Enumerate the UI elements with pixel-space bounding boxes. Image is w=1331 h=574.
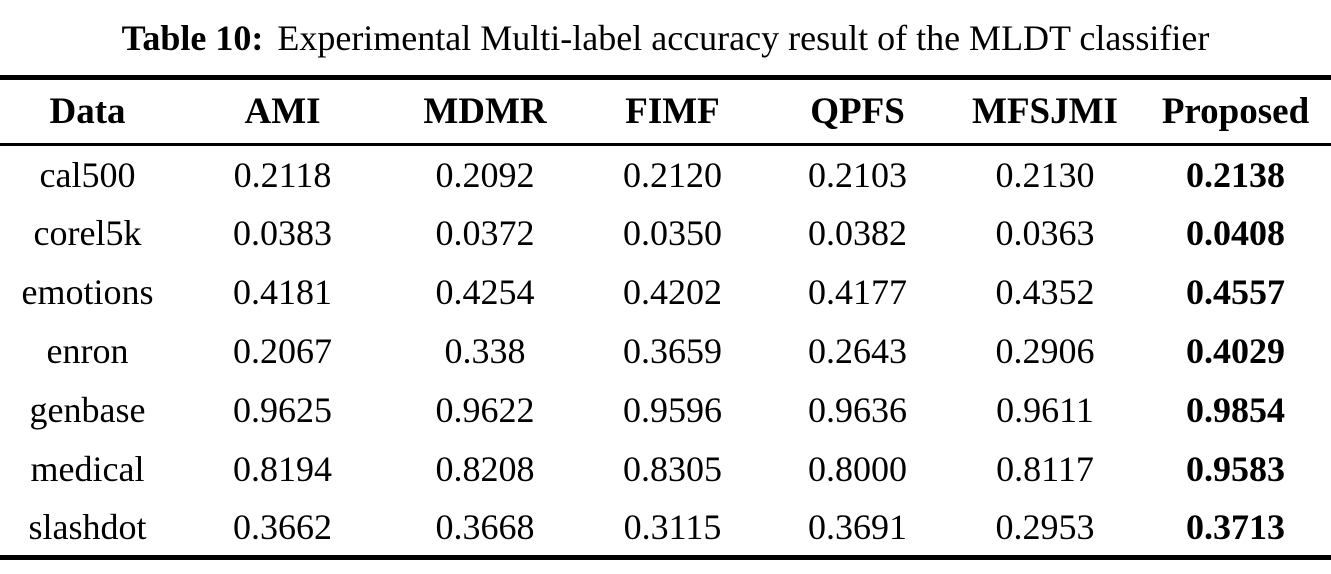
value-cell: 0.0382 — [808, 213, 907, 253]
value-cell: 0.2130 — [995, 154, 1095, 195]
column-header-proposed: Proposed — [1140, 77, 1331, 146]
table-caption-number: Table 10: — [121, 17, 264, 58]
column-header-data: Data — [0, 77, 175, 146]
value-cell: 0.2953 — [995, 506, 1095, 547]
value-cell-proposed: 0.3713 — [1186, 506, 1285, 547]
column-header-ami: AMI — [175, 77, 390, 146]
value-cell: 0.0372 — [435, 213, 535, 253]
value-cell: 0.2643 — [808, 331, 907, 371]
value-cell: 0.2906 — [995, 331, 1095, 371]
value-cell: 0.3691 — [808, 506, 907, 547]
table-row: slashdot 0.3662 0.3668 0.3115 0.3691 0.2… — [0, 499, 1331, 558]
value-cell: 0.4254 — [435, 272, 535, 312]
table-row: genbase 0.9625 0.9622 0.9596 0.9636 0.96… — [0, 381, 1331, 440]
value-cell: 0.4202 — [623, 272, 722, 312]
value-cell: 0.9625 — [233, 390, 332, 430]
value-cell: 0.2118 — [233, 154, 332, 195]
row-label: emotions — [21, 272, 154, 312]
value-cell: 0.4177 — [808, 272, 907, 312]
row-label: corel5k — [33, 213, 142, 253]
value-cell: 0.9622 — [435, 390, 535, 430]
table-row: emotions 0.4181 0.4254 0.4202 0.4177 0.4… — [0, 263, 1331, 322]
column-header-fimf: FIMF — [580, 77, 765, 146]
value-cell-proposed: 0.4029 — [1186, 331, 1285, 371]
row-label: genbase — [29, 390, 146, 430]
value-cell-proposed: 0.0408 — [1186, 213, 1285, 253]
value-cell: 0.3668 — [435, 506, 535, 547]
column-header-qpfs: QPFS — [765, 77, 950, 146]
value-cell: 0.8117 — [996, 449, 1094, 489]
column-header-mfsjmi: MFSJMI — [950, 77, 1140, 146]
value-cell: 0.0350 — [623, 213, 722, 253]
header-row: Data AMI MDMR FIMF QPFS MFSJMI Proposed — [0, 77, 1331, 146]
table-row: medical 0.8194 0.8208 0.8305 0.8000 0.81… — [0, 440, 1331, 499]
value-cell: 0.8208 — [435, 449, 535, 489]
row-label: cal500 — [39, 154, 136, 195]
row-label: enron — [46, 331, 129, 371]
value-cell: 0.9636 — [808, 390, 907, 430]
table-caption-text: Experimental Multi-label accuracy result… — [277, 17, 1210, 58]
value-cell: 0.0383 — [233, 213, 332, 253]
row-label: medical — [30, 449, 145, 489]
value-cell-proposed: 0.4557 — [1186, 272, 1285, 312]
value-cell: 0.3659 — [623, 331, 722, 371]
table-row: corel5k 0.0383 0.0372 0.0350 0.0382 0.03… — [0, 204, 1331, 263]
value-cell-proposed: 0.9854 — [1186, 390, 1285, 430]
value-cell-proposed: 0.2138 — [1186, 154, 1285, 195]
value-cell: 0.8305 — [623, 449, 722, 489]
value-cell: 0.0363 — [995, 213, 1095, 253]
value-cell: 0.3115 — [623, 506, 722, 547]
value-cell-proposed: 0.9583 — [1186, 449, 1285, 489]
value-cell: 0.2067 — [233, 331, 332, 371]
value-cell: 0.2092 — [435, 154, 535, 195]
table-row: enron 0.2067 0.338 0.3659 0.2643 0.2906 … — [0, 322, 1331, 381]
value-cell: 0.2120 — [623, 154, 722, 195]
value-cell: 0.9611 — [996, 390, 1094, 430]
value-cell: 0.8000 — [808, 449, 907, 489]
value-cell: 0.338 — [444, 331, 526, 371]
table-caption: Table 10: Experimental Multi-label accur… — [0, 0, 1331, 75]
results-table: Data AMI MDMR FIMF QPFS MFSJMI Proposed … — [0, 75, 1331, 560]
value-cell: 0.9596 — [623, 390, 722, 430]
value-cell: 0.2103 — [808, 154, 907, 195]
value-cell: 0.3662 — [233, 506, 332, 547]
row-label: slashdot — [28, 506, 147, 547]
column-header-mdmr: MDMR — [390, 77, 580, 146]
value-cell: 0.4181 — [233, 272, 332, 312]
value-cell: 0.4352 — [995, 272, 1095, 312]
value-cell: 0.8194 — [233, 449, 332, 489]
table-row: cal500 0.2118 0.2092 0.2120 0.2103 0.213… — [0, 145, 1331, 204]
